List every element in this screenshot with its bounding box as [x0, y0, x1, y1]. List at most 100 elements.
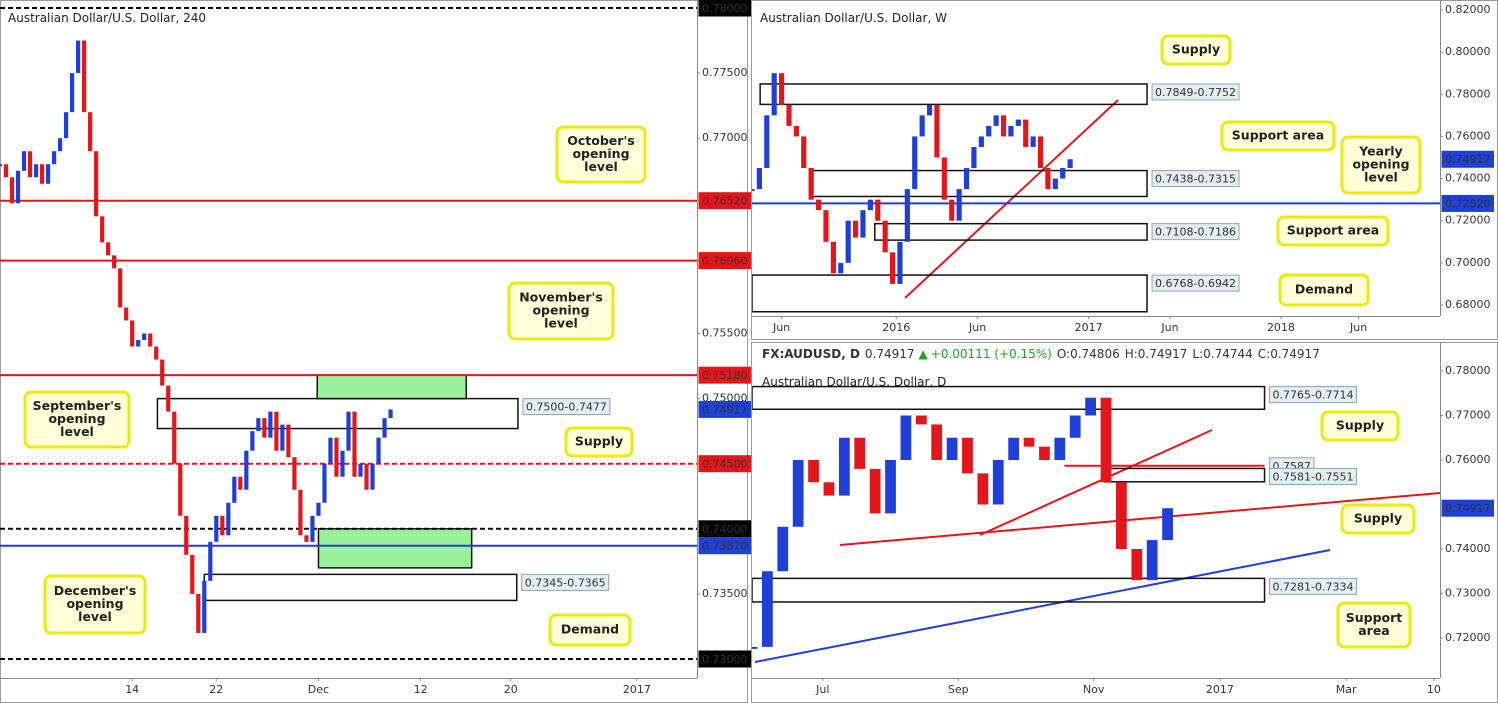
- candle: [130, 320, 135, 347]
- callout-text: December's: [54, 583, 137, 598]
- candle: [808, 168, 814, 200]
- x-tick-label: Sep: [948, 683, 969, 696]
- candle: [388, 409, 393, 419]
- level-label-bg: [698, 650, 751, 668]
- callout-text: level: [1364, 170, 1398, 185]
- zone: [752, 385, 1266, 411]
- candle: [926, 104, 933, 116]
- candle: [956, 189, 962, 221]
- candle: [1060, 168, 1066, 179]
- candle: [346, 411, 351, 451]
- callout-box: [507, 281, 615, 341]
- callout: Supply: [1320, 410, 1400, 442]
- candle: [912, 136, 918, 190]
- callout-text: Support area: [1232, 128, 1324, 143]
- x-tick-label: 2016: [882, 321, 910, 334]
- candle: [202, 580, 207, 633]
- candle: [949, 199, 955, 221]
- zone-label-bg: [1151, 274, 1240, 292]
- y-tick-label: 0.74000: [1445, 542, 1491, 555]
- zone: [759, 83, 1148, 106]
- candle: [978, 136, 984, 147]
- candle: [823, 482, 835, 496]
- candle: [1023, 119, 1029, 147]
- candle: [771, 73, 777, 116]
- y-tick-label: 0.82000: [1445, 3, 1491, 16]
- zone-label: 0.7500-0.7477: [526, 401, 607, 414]
- callout-text: Support area: [1287, 223, 1379, 238]
- zone: [316, 374, 468, 400]
- y-tick-label: 0.80000: [1445, 45, 1491, 58]
- x-tick-label: Jun: [1349, 321, 1367, 334]
- callout-text: opening: [572, 146, 629, 161]
- y-tick-label: 0.77000: [702, 131, 748, 144]
- candle: [63, 112, 69, 139]
- candle: [1039, 446, 1050, 460]
- zone-label-bg: [1269, 386, 1357, 404]
- level-label: 0.73000: [702, 653, 748, 666]
- callout-text: level: [78, 609, 112, 624]
- callout-text: Supply: [1354, 511, 1402, 526]
- high: H:0.74917: [1125, 347, 1188, 361]
- y-tick-label: 0.78000: [1445, 87, 1491, 100]
- candle: [370, 463, 375, 490]
- candle: [124, 307, 129, 321]
- candle: [1054, 437, 1066, 460]
- trendline: [839, 492, 1440, 546]
- zone: [752, 577, 1266, 603]
- candle: [82, 40, 87, 113]
- candle: [70, 73, 75, 113]
- candle: [1000, 115, 1007, 137]
- candle: [900, 415, 912, 460]
- candle: [268, 411, 273, 438]
- candle: [752, 189, 755, 192]
- candle: [963, 168, 970, 190]
- callout: Demand: [1278, 273, 1370, 307]
- callout: Support area: [1276, 215, 1390, 247]
- level-label: 0.78000: [702, 2, 748, 15]
- level-label: 0.74000: [702, 523, 748, 536]
- y-tick-label: 0.76000: [1445, 129, 1491, 142]
- zone-label-bg: [522, 398, 611, 416]
- x-tick-label: 12: [414, 683, 428, 696]
- candle: [196, 593, 201, 633]
- callout-text: Demand: [1295, 282, 1353, 297]
- callout-text: October's: [567, 133, 634, 148]
- candle: [220, 515, 225, 536]
- callout-box: [555, 125, 647, 184]
- callout-text: opening: [1352, 157, 1409, 172]
- x-tick-label: 2018: [1267, 321, 1295, 334]
- level-label: 0.75180: [702, 369, 748, 382]
- zone: [752, 274, 1148, 313]
- y-tick-label: 0.73500: [702, 587, 748, 600]
- candle: [946, 437, 958, 460]
- candle: [1116, 482, 1127, 549]
- x-tick-label: Dec: [308, 683, 329, 696]
- plot-area: [752, 73, 1440, 313]
- zone-label: 0.7438-0.7315: [1155, 173, 1236, 186]
- candle: [214, 515, 219, 542]
- candle: [57, 138, 63, 152]
- candle: [340, 450, 345, 477]
- candle: [962, 437, 973, 474]
- y-tick-label: 0.70000: [1445, 256, 1491, 269]
- candle: [9, 177, 15, 204]
- candle: [376, 437, 381, 464]
- last-price-label-bg: [698, 400, 751, 418]
- callout-text: opening: [48, 411, 105, 426]
- candle: [280, 424, 285, 451]
- panel: Australian Dollar/U.S. Dollar, D 0.78000 0…: [752, 364, 1494, 696]
- zone-label: 0.7281-0.7334: [1273, 580, 1354, 593]
- candle: [33, 164, 39, 178]
- candle: [15, 170, 21, 204]
- last-price-label: 0.74917: [1445, 153, 1491, 166]
- candle: [977, 473, 989, 505]
- candle: [971, 146, 977, 169]
- candle: [352, 411, 357, 477]
- quote-header: FX:AUDUSD, D 0.74917 ▲ +0.00111 (+0.15%) O:0…: [762, 347, 1320, 361]
- zone-label-bg: [521, 573, 610, 591]
- level-label: 0.73870: [702, 540, 748, 553]
- zone-label-bg: [1269, 467, 1357, 485]
- zone: [874, 222, 1148, 241]
